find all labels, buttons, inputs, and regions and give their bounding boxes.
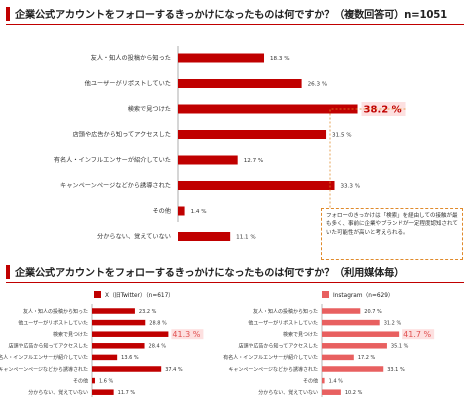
- instagram-value-label: 41.7 %: [403, 330, 431, 339]
- x-value-label: 41.3 %: [172, 330, 200, 339]
- sub-title-rule: [6, 282, 464, 283]
- legend-instagram: Instagram（n=629）: [322, 290, 394, 299]
- callout-text: フォローのきっかけは「検索」を経由しての接触が最も多く、事前に企業やブランドが一…: [326, 213, 458, 236]
- sub-chart-title: 企業公式アカウントをフォローするきっかけになったものは何ですか？（利用媒体毎）: [15, 268, 405, 279]
- instagram-category-label: 検索で見つけた: [283, 331, 318, 338]
- x-bar: [92, 319, 146, 326]
- main-category-label: その他: [152, 207, 171, 215]
- main-value-label: 11.1 %: [236, 235, 256, 241]
- instagram-category-label: キャンペーンページなどから誘導された: [228, 366, 318, 373]
- instagram-bar: [322, 389, 341, 395]
- instagram-bar: [322, 377, 325, 384]
- main-bar: [178, 130, 327, 139]
- main-category-label: 検索で見つけた: [128, 105, 171, 113]
- instagram-bar: [322, 319, 380, 326]
- main-bar: [178, 53, 265, 63]
- instagram-value-label: 33.1 %: [387, 367, 405, 373]
- instagram-value-label: 35.1 %: [391, 344, 409, 350]
- instagram-category-label: 有名人・インフルエンサーが紹介していた: [223, 354, 318, 361]
- x-bar: [92, 389, 114, 395]
- main-category-label: 友人・知人の投稿から知った: [91, 54, 171, 62]
- x-bar: [92, 331, 169, 337]
- main-value-label: 26.3 %: [308, 82, 328, 88]
- main-category-label: 他ユーザーがリポストしていた: [85, 80, 171, 88]
- main-value-label: 38.2 %: [364, 105, 402, 116]
- main-bar: [178, 104, 358, 114]
- x-category-label: 分からない、覚えていない: [28, 389, 88, 396]
- instagram-category-label: その他: [303, 377, 318, 384]
- x-value-label: 1.6 %: [99, 378, 114, 384]
- title-accent-bar: [6, 6, 10, 21]
- insight-callout: フォローのきっかけは「検索」を経由しての接触が最も多く、事前に企業やブランドが一…: [321, 208, 463, 260]
- main-category-label: 店頭や広告から知ってアクセスした: [73, 131, 171, 139]
- main-value-label: 31.5 %: [332, 133, 352, 139]
- main-bar-chart: 友人・知人の投稿から知った 18.3 % 他ユーザーがリポストしていた 26.3 % 検…: [54, 46, 406, 241]
- instagram-bar: [322, 343, 387, 349]
- instagram-bar: [322, 366, 384, 372]
- main-value-label: 12.7 %: [244, 158, 264, 164]
- sub-title-accent-bar: [6, 264, 10, 279]
- main-bar: [178, 79, 302, 88]
- x-bar: [92, 377, 95, 384]
- x-bar: [92, 343, 145, 349]
- x-bar: [92, 354, 118, 361]
- x-value-label: 37.4 %: [165, 367, 183, 373]
- instagram-value-label: 20.7 %: [364, 309, 382, 315]
- instagram-bar: [322, 354, 354, 361]
- instagram-value-label: 1.4 %: [329, 378, 344, 384]
- instagram-bar: [322, 331, 400, 337]
- callout-connector: [329, 108, 406, 208]
- instagram-value-label: 10.2 %: [345, 390, 363, 396]
- x-value-label: 23.2 %: [139, 309, 157, 315]
- main-category-label: 分からない、覚えていない: [97, 233, 171, 241]
- instagram-value-label: 17.2 %: [358, 355, 376, 361]
- instagram-category-label: 分からない、覚えていない: [258, 389, 318, 396]
- x-bar: [92, 308, 135, 314]
- legend-x: X（旧Twitter）（n=617）: [94, 290, 174, 299]
- sub-section-header: 企業公式アカウントをフォローするきっかけになったものは何ですか？（利用媒体毎）: [6, 264, 404, 279]
- x-category-label: 有名人・インフルエンサーが紹介していた: [0, 354, 88, 361]
- x-category-label: 友人・知人の投稿から知った: [23, 308, 88, 315]
- main-title-rule: [6, 24, 464, 25]
- x-category-label: 他ユーザーがリポストしていた: [18, 319, 88, 326]
- x-highlight-bg: [171, 329, 204, 340]
- main-category-label: 有名人・インフルエンサーが紹介していた: [54, 156, 171, 164]
- instagram-bar: [322, 308, 361, 314]
- x-value-label: 13.6 %: [121, 355, 139, 361]
- main-section-header: 企業公式アカウントをフォローするきっかけになったものは何ですか？（複数回答可）n…: [6, 6, 447, 21]
- instagram-value-label: 31.2 %: [384, 320, 402, 326]
- x-category-label: 検索で見つけた: [53, 331, 88, 338]
- legend-instagram-swatch: [322, 291, 329, 298]
- main-bar: [178, 155, 238, 165]
- legend-x-label: X（旧Twitter）（n=617）: [105, 293, 175, 299]
- x-value-label: 28.4 %: [149, 344, 167, 350]
- x-category-label: キャンペーンページなどから誘導された: [0, 366, 88, 373]
- x-bar: [92, 366, 162, 372]
- instagram-category-label: 友人・知人の投稿から知った: [253, 308, 318, 315]
- main-bar: [178, 206, 185, 216]
- x-category-label: 店頭や広告から知ってアクセスした: [8, 343, 88, 350]
- main-value-label: 18.3 %: [270, 56, 290, 62]
- instagram-category-label: 他ユーザーがリポストしていた: [248, 319, 318, 326]
- main-chart-title: 企業公式アカウントをフォローするきっかけになったものは何ですか？（複数回答可）n…: [15, 10, 448, 21]
- x-category-label: その他: [73, 377, 88, 384]
- instagram-highlight-bg: [402, 329, 435, 340]
- main-value-label: 1.4 %: [191, 209, 207, 215]
- legend-instagram-label: Instagram（n=629）: [333, 293, 394, 299]
- x-value-label: 28.8 %: [149, 320, 167, 326]
- main-bar: [178, 181, 335, 190]
- instagram-category-label: 店頭や広告から知ってアクセスした: [238, 343, 318, 350]
- main-bar: [178, 232, 231, 241]
- main-category-label: キャンペーンページなどから誘導された: [60, 182, 171, 190]
- x-value-label: 11.7 %: [118, 390, 136, 396]
- main-value-label: 33.3 %: [341, 184, 361, 190]
- legend-x-swatch: [94, 291, 101, 298]
